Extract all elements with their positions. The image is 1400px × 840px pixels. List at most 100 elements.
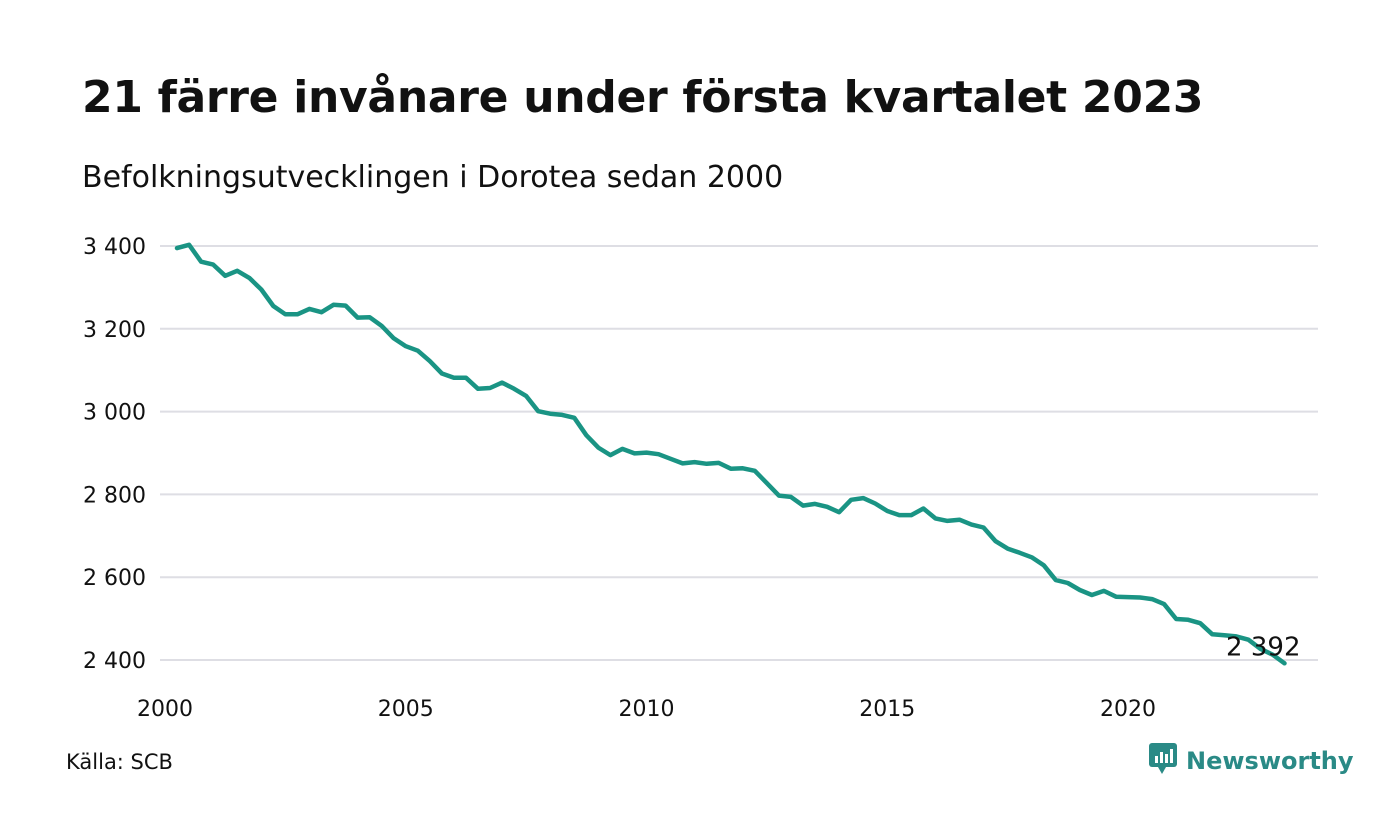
data-point xyxy=(608,453,612,457)
data-point xyxy=(1042,563,1046,567)
data-point xyxy=(259,288,263,292)
data-point xyxy=(392,336,396,340)
data-point xyxy=(440,372,444,376)
data-point xyxy=(416,349,420,353)
data-point xyxy=(500,381,504,385)
brand-logo[interactable]: Newsworthy xyxy=(1148,742,1354,780)
data-point xyxy=(488,386,492,390)
end-value-label: 2 392 xyxy=(1226,632,1300,662)
data-point xyxy=(729,467,733,471)
data-point xyxy=(1210,632,1214,636)
y-tick-label: 2 800 xyxy=(83,483,146,508)
data-point xyxy=(958,518,962,522)
data-point xyxy=(1018,551,1022,555)
data-point xyxy=(1138,596,1142,600)
data-point xyxy=(765,481,769,485)
brand-name: Newsworthy xyxy=(1186,747,1354,775)
data-point xyxy=(271,304,275,308)
data-point xyxy=(199,260,203,264)
y-tick-label: 2 600 xyxy=(83,566,146,591)
data-point xyxy=(849,498,853,502)
data-point xyxy=(1186,618,1190,622)
data-point xyxy=(283,312,287,316)
data-point xyxy=(428,359,432,363)
y-tick-label: 2 400 xyxy=(83,649,146,674)
x-tick-label: 2015 xyxy=(859,697,915,722)
y-tick-label: 3 000 xyxy=(83,401,146,426)
data-point xyxy=(368,315,372,319)
data-point xyxy=(633,451,637,455)
data-point xyxy=(645,451,649,455)
data-point xyxy=(945,519,949,523)
y-axis-tick-labels: 2 400 2 600 2 800 3 000 3 200 3 400 xyxy=(83,235,146,674)
data-point xyxy=(982,526,986,530)
data-point xyxy=(933,516,937,520)
data-point xyxy=(789,495,793,499)
data-point xyxy=(307,307,311,311)
population-series-line xyxy=(174,242,1287,666)
data-point xyxy=(235,269,239,273)
data-point xyxy=(356,316,360,320)
data-point xyxy=(332,303,336,307)
data-point xyxy=(476,387,480,391)
y-tick-label: 3 400 xyxy=(83,235,146,260)
data-point xyxy=(753,469,757,473)
data-point xyxy=(994,539,998,543)
data-point xyxy=(705,462,709,466)
data-point xyxy=(1174,617,1178,621)
chart-title: 21 färre invånare under första kvartalet… xyxy=(82,72,1204,123)
data-point xyxy=(584,433,588,437)
data-point xyxy=(560,413,564,417)
data-point xyxy=(861,496,865,500)
x-tick-label: 2010 xyxy=(619,697,675,722)
data-point xyxy=(909,513,913,517)
chart-subtitle: Befolkningsutvecklingen i Dorotea sedan … xyxy=(82,160,784,195)
data-point xyxy=(825,505,829,509)
data-point xyxy=(572,416,576,420)
data-point xyxy=(1090,593,1094,597)
data-point xyxy=(1006,547,1010,551)
data-point xyxy=(548,412,552,416)
data-point xyxy=(837,510,841,514)
data-point xyxy=(320,310,324,314)
data-point xyxy=(1198,621,1202,625)
data-point xyxy=(524,394,528,398)
x-tick-label: 2005 xyxy=(378,697,434,722)
data-point xyxy=(404,344,408,348)
data-point xyxy=(1126,595,1130,599)
data-point xyxy=(175,246,179,250)
data-point xyxy=(380,324,384,328)
x-tick-label: 2000 xyxy=(137,697,193,722)
data-point xyxy=(295,312,299,316)
source-note: Källa: SCB xyxy=(66,750,173,774)
data-point xyxy=(873,502,877,506)
data-point xyxy=(452,376,456,380)
data-point xyxy=(464,376,468,380)
data-point xyxy=(921,507,925,511)
data-point xyxy=(1102,589,1106,593)
data-point xyxy=(1162,602,1166,606)
data-point xyxy=(693,460,697,464)
series-layer xyxy=(174,242,1287,666)
data-point xyxy=(970,523,974,527)
data-point xyxy=(344,304,348,308)
data-point xyxy=(1066,581,1070,585)
data-point xyxy=(801,504,805,508)
data-point xyxy=(187,243,191,247)
y-tick-label: 3 200 xyxy=(83,318,146,343)
data-point xyxy=(657,452,661,456)
data-point xyxy=(1114,595,1118,599)
data-point xyxy=(1030,555,1034,559)
x-tick-label: 2020 xyxy=(1100,697,1156,722)
data-point xyxy=(1150,597,1154,601)
data-point xyxy=(669,457,673,461)
x-axis-tick-labels: 2000 2005 2010 2015 2020 xyxy=(137,697,1156,722)
data-point xyxy=(512,387,516,391)
data-point xyxy=(897,513,901,517)
newsworthy-logo-icon xyxy=(1148,742,1178,780)
data-point xyxy=(247,276,251,280)
data-point xyxy=(717,461,721,465)
data-point xyxy=(596,446,600,450)
data-point xyxy=(777,494,781,498)
data-point xyxy=(741,466,745,470)
